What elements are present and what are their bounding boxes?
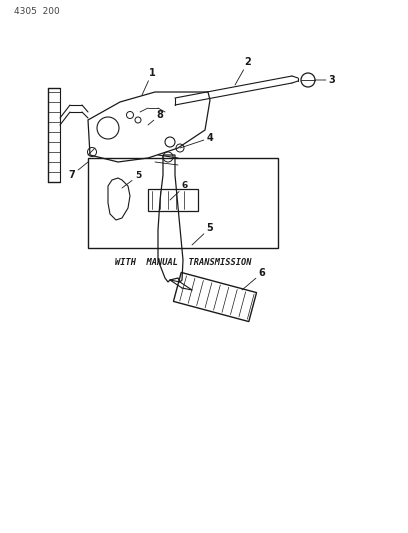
Text: 6: 6	[170, 182, 188, 200]
Text: 7: 7	[69, 162, 88, 180]
Text: 4305  200: 4305 200	[14, 7, 60, 17]
Text: 5: 5	[192, 223, 213, 245]
Text: WITH  MANUAL  TRANSMISSION: WITH MANUAL TRANSMISSION	[115, 258, 251, 267]
Text: 3: 3	[315, 75, 335, 85]
Text: 6: 6	[242, 268, 265, 290]
Bar	[88, 158, 278, 248]
Text: 5: 5	[122, 172, 141, 188]
Text: 8: 8	[148, 110, 164, 125]
Text: 4: 4	[180, 133, 213, 148]
Bar	[148, 189, 198, 211]
Text: 2: 2	[235, 57, 251, 85]
Text: 1: 1	[142, 68, 155, 95]
